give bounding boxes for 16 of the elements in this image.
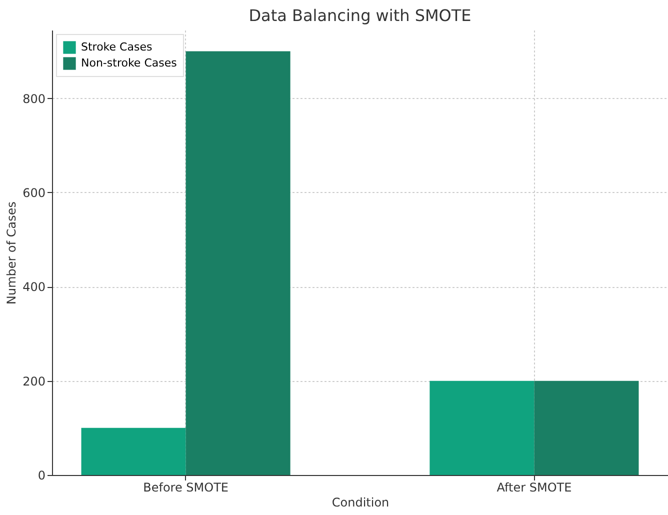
y-tick-label: 600: [22, 186, 46, 200]
y-axis-title: Number of Cases: [4, 201, 19, 305]
legend-label: Non-stroke Cases: [81, 56, 178, 70]
y-tick-label: 200: [22, 374, 46, 388]
bar: [534, 380, 639, 475]
legend-label: Stroke Cases: [81, 40, 152, 54]
x-tick-label: After SMOTE: [496, 480, 572, 494]
chart-title: Data Balancing with SMOTE: [248, 6, 472, 25]
x-tick-label: Before SMOTE: [143, 480, 228, 494]
bar: [81, 428, 186, 475]
bar: [430, 380, 534, 475]
x-axis-title: Condition: [332, 496, 390, 510]
y-tick-label: 0: [38, 468, 46, 482]
y-tick-label: 800: [22, 92, 46, 106]
bar: [186, 51, 290, 475]
y-tick-label: 400: [22, 280, 46, 294]
